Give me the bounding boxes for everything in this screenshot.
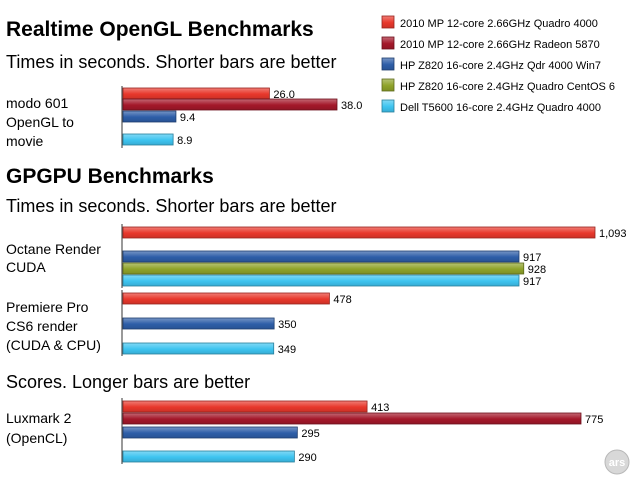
group-label: (CUDA & CPU) — [6, 337, 101, 353]
group-label: movie — [6, 133, 44, 149]
legend-label: 2010 MP 12-core 2.66GHz Radeon 5870 — [400, 39, 600, 51]
bar-value-label: 478 — [333, 294, 351, 306]
group-label: Premiere Pro — [6, 299, 89, 315]
bar-value-label: 9.4 — [180, 112, 195, 124]
group-label: CUDA — [6, 259, 46, 275]
legend-swatch — [381, 99, 395, 113]
group-label: CS6 render — [6, 318, 78, 334]
bar — [122, 262, 525, 275]
section-subtitle: Times in seconds. Shorter bars are bette… — [6, 52, 336, 72]
bar-value-label: 290 — [298, 452, 316, 464]
bar — [122, 133, 174, 146]
bar — [122, 110, 177, 123]
legend-swatch — [381, 78, 395, 92]
ars-logo-text: ars — [609, 457, 626, 469]
bar-value-label: 1,093 — [599, 228, 627, 240]
section-title: Realtime OpenGL Benchmarks — [6, 18, 314, 41]
legend-swatch — [381, 15, 395, 29]
bar-value-label: 917 — [523, 252, 541, 264]
bar-value-label: 26.0 — [273, 89, 294, 101]
group-label: modo 601 — [6, 95, 68, 111]
bar — [122, 426, 298, 439]
bar-value-label: 775 — [585, 414, 603, 426]
bar — [122, 274, 520, 287]
group-label: Luxmark 2 — [6, 410, 72, 426]
bar-value-label: 413 — [371, 402, 389, 414]
section-subtitle: Times in seconds. Shorter bars are bette… — [6, 196, 336, 216]
bar — [122, 412, 582, 425]
bar — [122, 342, 275, 355]
bar — [122, 317, 275, 330]
bar — [122, 98, 338, 111]
bar — [122, 250, 520, 263]
section-title: GPGPU Benchmarks — [6, 165, 214, 188]
bar — [122, 87, 270, 100]
legend-label: 2010 MP 12-core 2.66GHz Quadro 4000 — [400, 18, 598, 30]
bar-value-label: 295 — [301, 428, 319, 440]
bar — [122, 292, 330, 305]
bar-value-label: 350 — [278, 319, 296, 331]
section-subtitle: Scores. Longer bars are better — [6, 372, 250, 392]
bar-value-label: 38.0 — [341, 100, 362, 112]
bar — [122, 400, 368, 413]
bar-value-label: 917 — [523, 276, 541, 288]
legend-swatch — [381, 36, 395, 50]
group-label: (OpenCL) — [6, 430, 67, 446]
legend-label: Dell T5600 16-core 2.4GHz Quadro 4000 — [400, 102, 601, 114]
legend-label: HP Z820 16-core 2.4GHz Qdr 4000 Win7 — [400, 60, 601, 72]
bar — [122, 226, 596, 239]
legend-label: HP Z820 16-core 2.4GHz Quadro CentOS 6 — [400, 81, 615, 93]
bar — [122, 450, 295, 463]
ars-logo — [604, 449, 630, 475]
bar-value-label: 8.9 — [177, 135, 192, 147]
bar-value-label: 349 — [278, 344, 296, 356]
group-label: OpenGL to — [6, 114, 74, 130]
bar-value-label: 928 — [528, 264, 546, 276]
legend-swatch — [381, 57, 395, 71]
group-label: Octane Render — [6, 241, 101, 257]
